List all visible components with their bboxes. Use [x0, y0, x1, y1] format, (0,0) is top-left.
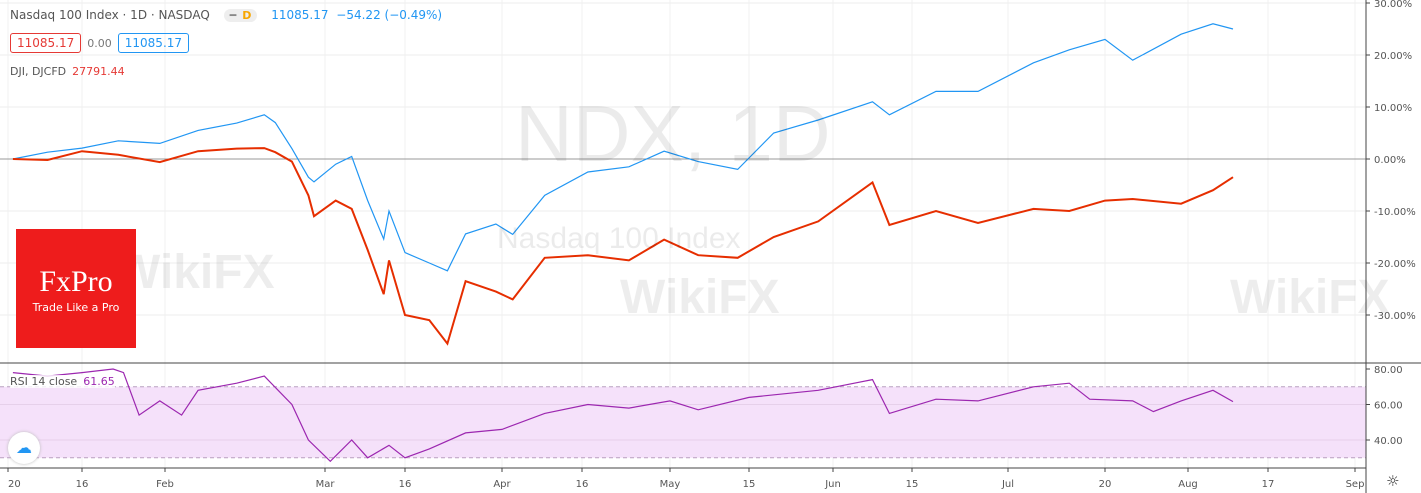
ndx-series-line: [12, 23, 1234, 272]
sell-price-button[interactable]: 11085.17: [10, 33, 82, 53]
status-badge: ━ D: [223, 9, 258, 22]
buy-price-button[interactable]: 11085.17: [117, 33, 190, 53]
wikifx-watermark: WikiFX: [620, 271, 780, 324]
symbol-watermark: NDX, 1D: [515, 89, 831, 178]
dji-series-line: [12, 147, 1234, 346]
logo-tagline: Trade Like a Pro: [32, 301, 120, 314]
rsi-legend: RSI 14 close 61.65: [10, 375, 115, 388]
time-tick-label: 20: [1099, 479, 1112, 490]
compare-legend: DJI, DJCFD 27791.44: [10, 65, 125, 78]
price-tick-label: 30.00%: [1374, 0, 1412, 10]
price-tick-label: 20.00%: [1374, 51, 1412, 62]
spread: 0.00: [87, 37, 112, 50]
time-tick-label: Jun: [824, 479, 841, 490]
symbol-title[interactable]: Nasdaq 100 Index · 1D · NASDAQ: [10, 8, 210, 22]
time-tick-label: Apr: [493, 479, 511, 490]
price-tick-label: 10.00%: [1374, 103, 1412, 114]
price-boxes: 11085.17 0.00 11085.17: [10, 33, 190, 53]
time-tick-label: May: [660, 479, 681, 490]
rsi-tick-label: 40.00: [1374, 436, 1403, 447]
rsi-band: [0, 386, 1366, 458]
price-tick-label: -30.00%: [1374, 311, 1416, 322]
price-tick-label: 0.00%: [1374, 155, 1406, 166]
tradingview-logo-icon[interactable]: ☁: [8, 432, 40, 464]
time-tick-label: 16: [76, 479, 89, 490]
time-tick-label: 16: [399, 479, 412, 490]
price-change: −54.22 (−0.49%): [336, 8, 443, 22]
time-tick-label: 20: [8, 479, 21, 490]
wikifx-watermark: WikiFX: [1230, 271, 1390, 324]
time-tick-label: 17: [1262, 479, 1275, 490]
rsi-value: 61.65: [83, 375, 115, 388]
rsi-tick-label: 80.00: [1374, 365, 1403, 376]
price-tick-label: -10.00%: [1374, 207, 1416, 218]
time-tick-label: Mar: [316, 479, 336, 490]
time-tick-label: Feb: [156, 479, 174, 490]
rsi-label[interactable]: RSI 14 close: [10, 375, 78, 388]
time-tick-label: Aug: [1178, 479, 1198, 490]
last-price: 11085.17: [271, 8, 329, 22]
time-tick-label: 15: [743, 479, 756, 490]
rsi-tick-label: 60.00: [1374, 401, 1403, 412]
wikifx-watermark: WikiFX: [115, 246, 275, 299]
settings-gear-icon[interactable]: ☼: [1386, 472, 1400, 490]
main-legend: Nasdaq 100 Index · 1D · NASDAQ ━ D 11085.…: [10, 8, 442, 22]
compare-value: 27791.44: [72, 65, 125, 78]
price-tick-label: -20.00%: [1374, 259, 1416, 270]
time-tick-label: Jul: [1001, 479, 1014, 490]
time-tick-label: Sep: [1346, 479, 1365, 490]
time-tick-label: 15: [906, 479, 919, 490]
compare-symbol[interactable]: DJI, DJCFD: [10, 65, 67, 78]
time-tick-label: 16: [576, 479, 589, 490]
logo-name: FxPro: [39, 265, 113, 298]
fxpro-logo: FxPro Trade Like a Pro: [16, 229, 136, 348]
name-watermark: Nasdaq 100 Index: [497, 222, 741, 255]
rsi-line: [12, 368, 1234, 463]
